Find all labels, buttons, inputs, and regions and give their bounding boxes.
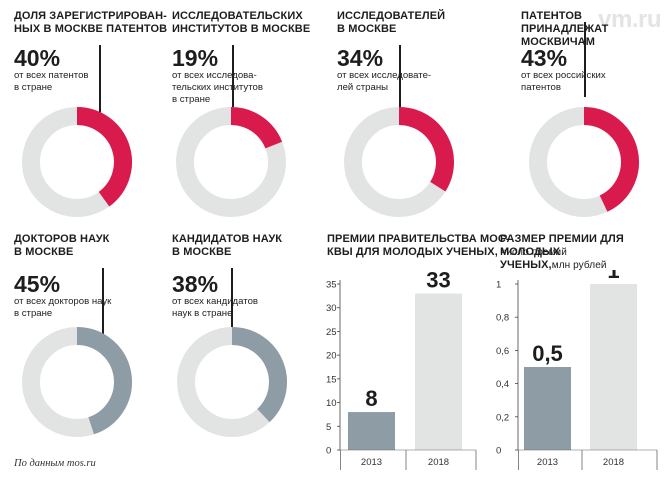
x-tick-label: 2018	[428, 457, 449, 468]
donut-panel-doctors: Докторов наук в Москве	[14, 233, 109, 259]
x-tick-label: 2013	[537, 457, 558, 468]
panel-title: Исследовательских институтов в Москве	[172, 10, 311, 35]
bar-chart-1-ylabel: число премий	[501, 247, 567, 258]
bar-chart-2-ylabel: млн рублей	[551, 260, 607, 271]
bar-chart-1-title-text: Премии правительства Мос- квы для молоды…	[327, 233, 510, 258]
panel-title: Патентов принадлежат москвичам	[521, 10, 609, 48]
y-tick-label: 1	[496, 280, 501, 291]
donut-segment	[76, 107, 132, 207]
bar	[524, 367, 571, 450]
percent-caption: от всех патентов в стране	[14, 70, 89, 93]
bar	[348, 412, 395, 450]
donut-chart	[176, 107, 286, 217]
percent-caption: от всех исследовате- лей страны	[337, 70, 432, 93]
percent-value: 43%	[521, 45, 568, 71]
bar-chart-prizes-count: 0 5 10 15 20 25 30 35 8 2013 33 2018	[326, 270, 477, 470]
donut-segment	[398, 107, 454, 192]
donut-chart	[22, 327, 132, 437]
percent-caption: от всех исследова- тельских институтов в…	[172, 70, 263, 105]
percent-value: 40%	[14, 45, 61, 71]
percent-caption: от всех кандидатов наук в стране	[172, 296, 258, 319]
bar	[415, 293, 462, 450]
donut-panel-researchers: Исследователей в Москве	[337, 10, 445, 36]
x-tick-label: 2018	[603, 457, 624, 468]
bar-value-label: 1	[607, 270, 619, 283]
percent-value: 19%	[172, 45, 219, 71]
leader-line	[102, 268, 104, 349]
y-tick-label: 0,6	[496, 346, 509, 357]
panel-title: Кандидатов наук в Москве	[172, 233, 283, 258]
bar-chart-prize-size: 0 0,2 0,4 0,6 0,8 1 0,5 2013 1 2018	[496, 270, 658, 470]
y-tick-label: 0	[496, 446, 501, 457]
leader-line	[399, 45, 401, 110]
percent-value: 34%	[337, 45, 384, 71]
y-tick-label: 0	[326, 446, 331, 457]
leader-line	[584, 22, 586, 97]
y-tick-label: 10	[326, 398, 337, 409]
donut-chart	[177, 327, 287, 437]
bar	[590, 284, 637, 450]
donut-segment	[583, 107, 639, 212]
watermark-logo: vm.ru	[598, 6, 661, 33]
y-tick-label: 0,4	[496, 379, 509, 390]
leader-line	[99, 45, 101, 123]
donut-panel-patents-registered: Доля зарегистрирован- ных в Москве патен…	[14, 10, 167, 36]
y-tick-label: 15	[326, 374, 337, 385]
leader-line	[232, 45, 234, 109]
donut-panel-research-institutes: Исследовательских институтов в Москве	[172, 10, 310, 36]
donut-chart	[529, 107, 639, 217]
bar-value-label: 33	[426, 270, 450, 292]
percent-caption: от всех докторов наук в стране	[14, 296, 111, 319]
source-note: По данным mos.ru	[14, 458, 96, 469]
donut-panel-patents-owned: Патентов принадлежат москвичам	[521, 10, 669, 49]
leader-line	[231, 268, 233, 338]
y-tick-label: 5	[326, 422, 331, 433]
y-tick-label: 20	[326, 351, 337, 362]
percent-value: 45%	[14, 271, 61, 297]
bar-chart-2-title-text: Размер премии для молодых ученых,	[500, 233, 624, 271]
bar-chart-2-title: Размер премии для молодых ученых,млн руб…	[500, 233, 669, 272]
donut-segment	[231, 327, 287, 423]
y-tick-label: 25	[326, 327, 337, 338]
bar-value-label: 0,5	[532, 341, 563, 366]
percent-caption: от всех российских патентов	[521, 70, 606, 93]
x-tick-label: 2013	[361, 457, 382, 468]
y-tick-label: 0,2	[496, 412, 509, 423]
panel-title: Докторов наук в Москве	[14, 233, 110, 258]
donut-panel-candidates: Кандидатов наук в Москве	[172, 233, 282, 259]
bar-chart-1-title: Премии правительства Мос- квы для молоды…	[327, 233, 567, 259]
donut-segment	[230, 107, 283, 149]
y-tick-label: 30	[326, 303, 337, 314]
percent-value: 38%	[172, 271, 219, 297]
donut-chart	[344, 107, 454, 217]
panel-title: Доля зарегистрирован- ных в Москве патен…	[14, 10, 168, 35]
donut-chart	[22, 107, 132, 217]
panel-title: Исследователей в Москве	[337, 10, 446, 35]
y-tick-label: 35	[326, 280, 337, 291]
bar-value-label: 8	[365, 386, 377, 411]
y-tick-label: 0,8	[496, 313, 509, 324]
donut-segment	[76, 327, 132, 435]
